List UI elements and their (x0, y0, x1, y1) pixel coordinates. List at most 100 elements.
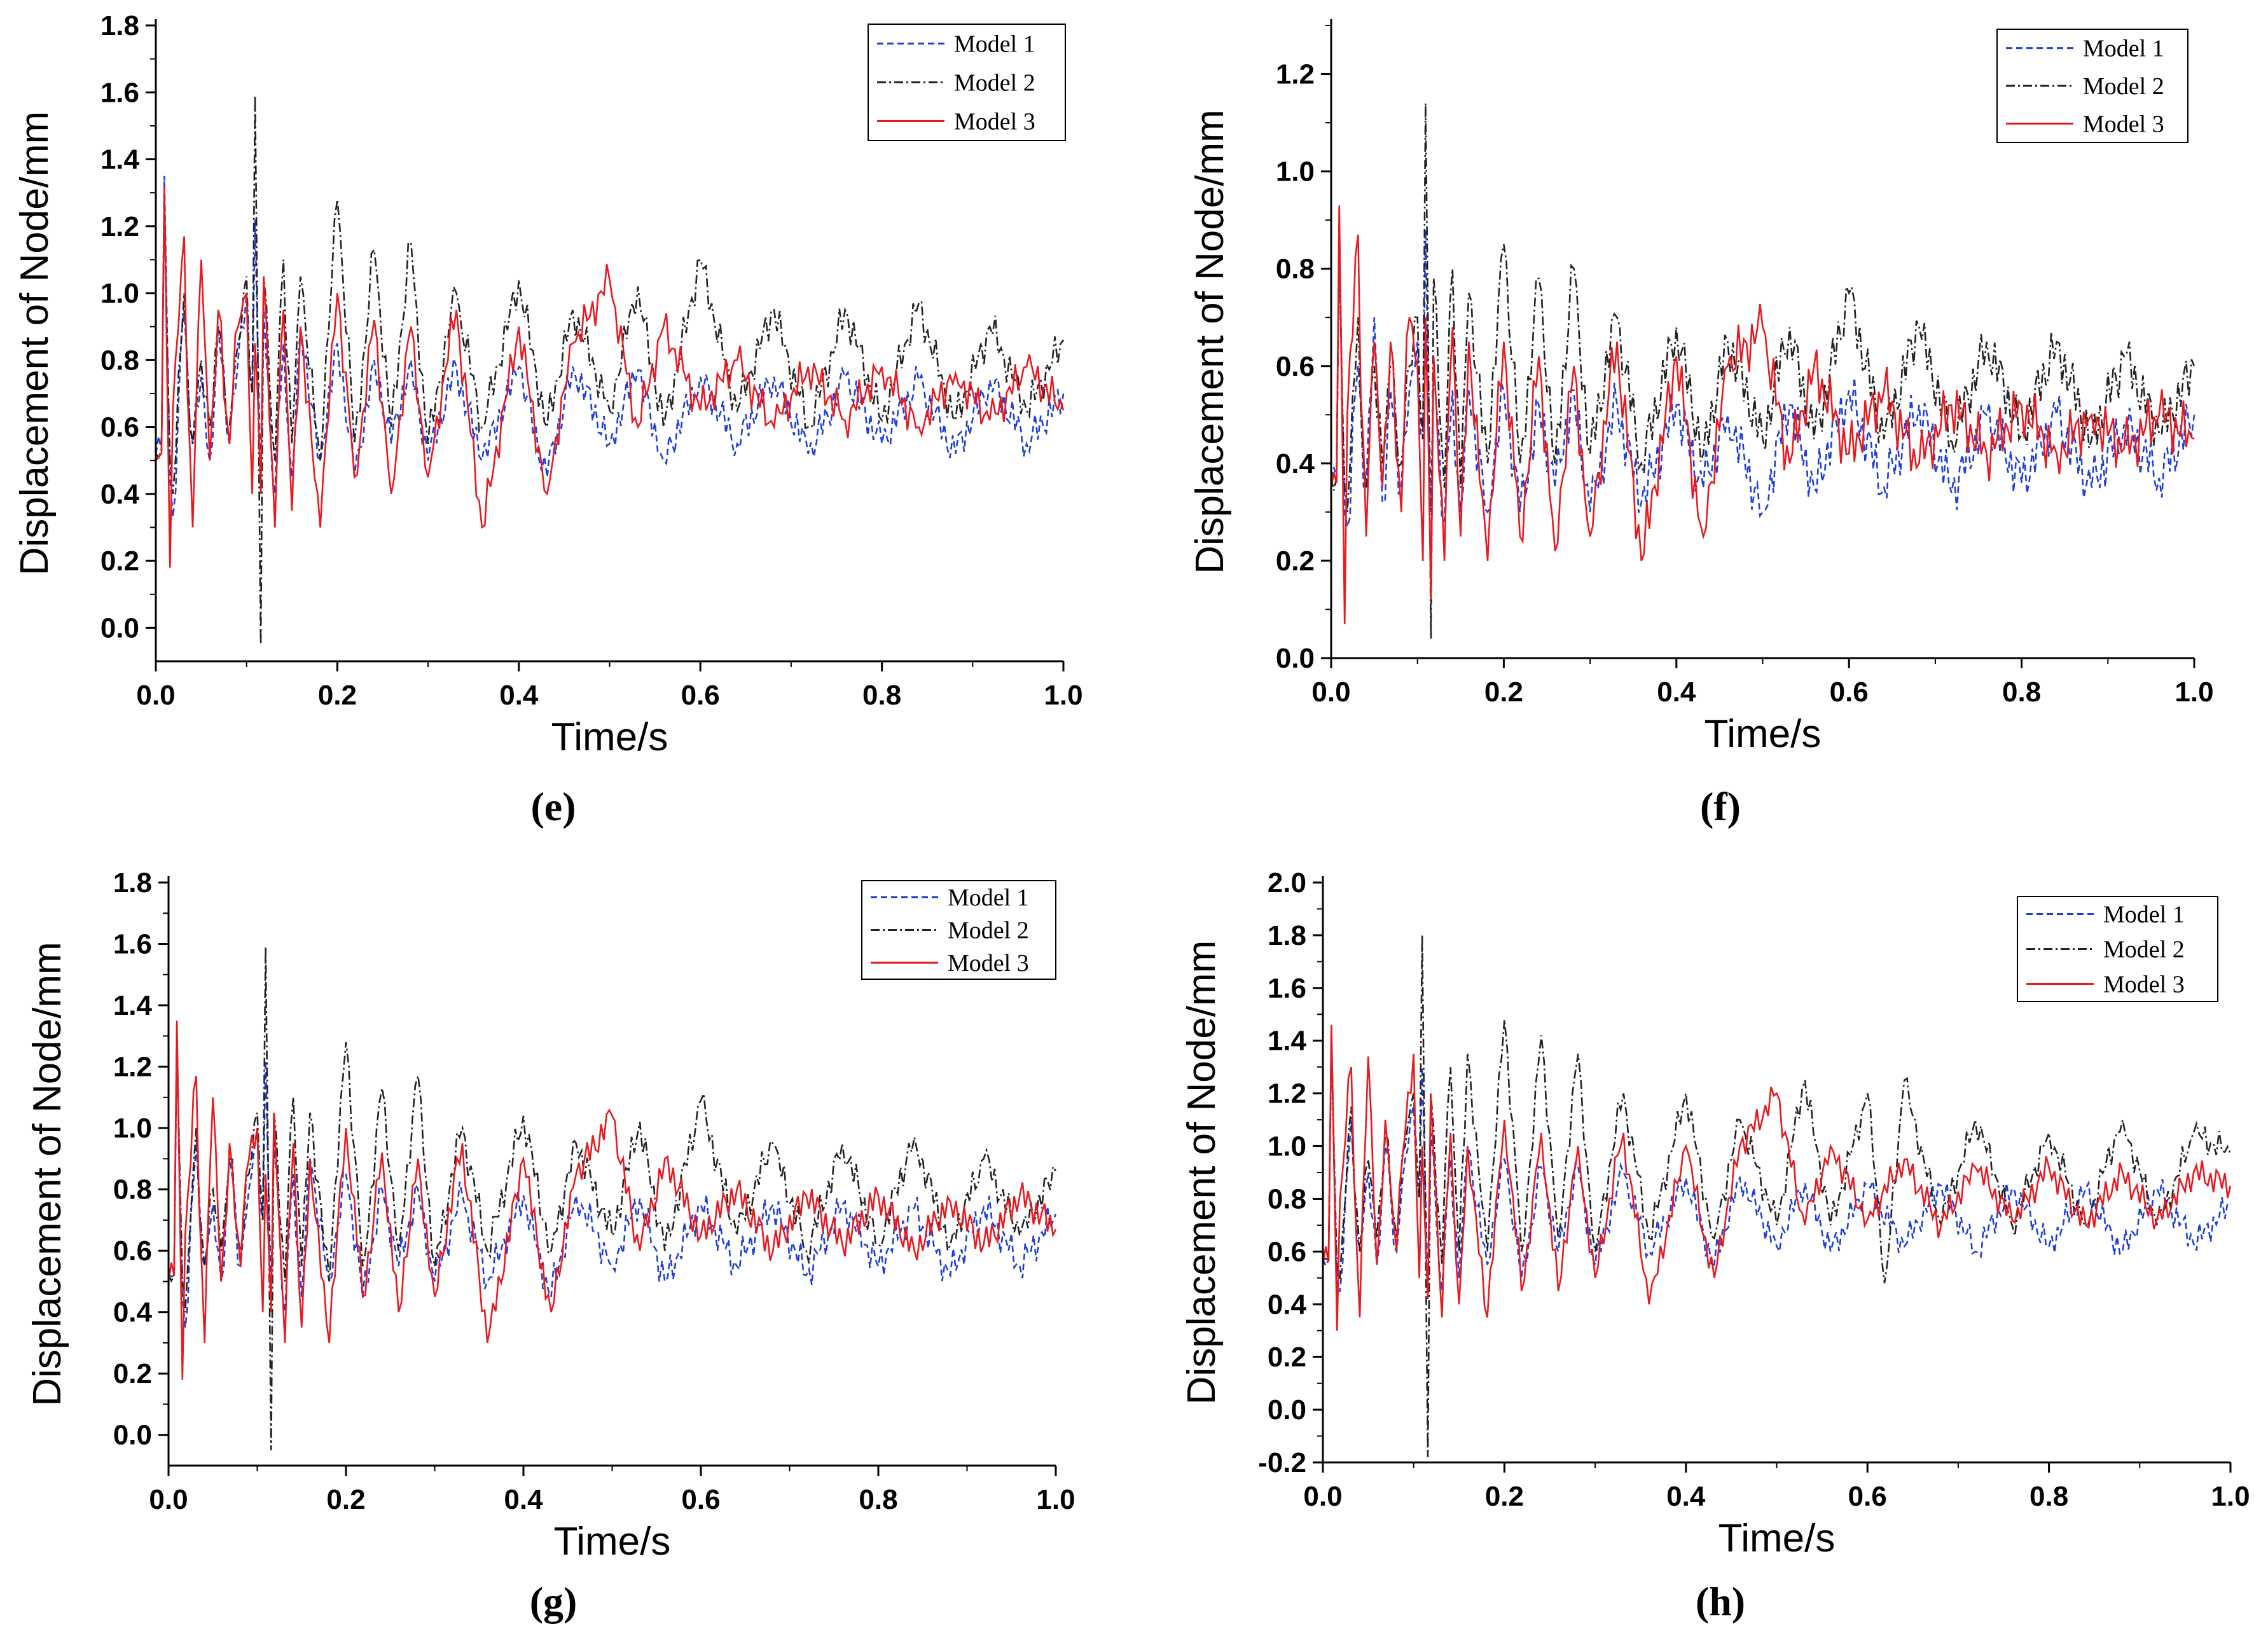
series-line-3 (167, 1021, 1057, 1380)
y-tick-label: 1.0 (1268, 1131, 1306, 1162)
y-tick-label: -0.2 (1258, 1447, 1306, 1478)
series-line-2 (1330, 103, 2195, 639)
x-tick-label: 0.0 (1311, 677, 1350, 708)
x-tick-label: 0.8 (862, 680, 901, 711)
y-tick-label: 1.4 (1268, 1026, 1307, 1057)
y-tick-label: 0.6 (100, 412, 139, 443)
series-line-1 (168, 1026, 1057, 1328)
y-tick-label: 2.0 (1268, 867, 1306, 898)
x-tick-label: 0.6 (681, 680, 720, 711)
y-tick-label: 1.4 (100, 144, 140, 175)
y-tick-label: 0.2 (1268, 1342, 1306, 1373)
y-axis-title: Displacement of Node/mm (1188, 109, 1232, 574)
x-tick-label: 0.0 (149, 1484, 188, 1515)
y-tick-label: 0.0 (113, 1420, 152, 1451)
y-tick-label: 0.4 (113, 1297, 153, 1328)
x-axis-title: Time/s (554, 1520, 671, 1564)
y-tick-label: 0.8 (1276, 254, 1315, 285)
chart-panel-g: 0.0 0.2 0.4 0.6 0.8 1.0 0.0 0.2 0.4 0.6 0.8 1.0 1.2 1… (25, 867, 1075, 1624)
y-axis-title: Displacement of Node/mm (25, 942, 69, 1406)
y-tick-label: 1.2 (1268, 1078, 1306, 1110)
y-tick-label: 1.2 (113, 1052, 152, 1083)
x-tick-label: 0.2 (326, 1484, 365, 1515)
legend-label: Model 3 (954, 109, 1035, 135)
y-tick-label: 0.0 (1268, 1394, 1306, 1426)
x-tick-label: 0.0 (136, 680, 175, 711)
y-tick-label: 0.2 (100, 546, 139, 577)
y-tick-label: 0.0 (100, 612, 139, 643)
y-tick-label: 1.6 (113, 929, 152, 960)
y-tick-label: 1.2 (1276, 59, 1315, 90)
x-tick-label: 0.8 (859, 1484, 897, 1515)
series-line-2 (1322, 935, 2232, 1457)
x-tick-label: 0.8 (2029, 1481, 2068, 1512)
x-tick-label: 0.2 (1485, 1481, 1524, 1512)
chart-panel-h: 0.0 0.2 0.4 0.6 0.8 1.0-0.20.00.20.40.60.81.0… (1180, 867, 2250, 1624)
legend-label: Model 2 (2103, 937, 2185, 963)
panel-caption: (g) (530, 1579, 577, 1624)
y-tick-label: 1.8 (100, 10, 139, 41)
x-tick-label: 1.0 (2175, 677, 2213, 708)
legend-label: Model 2 (954, 70, 1035, 97)
y-tick-label: 0.6 (1268, 1236, 1306, 1267)
series-line-2 (167, 947, 1057, 1450)
y-tick-label: 1.6 (1268, 973, 1306, 1004)
x-tick-label: 0.4 (1657, 677, 1696, 708)
series-line-3 (1330, 205, 2195, 624)
y-tick-label: 0.4 (1268, 1289, 1307, 1320)
legend-label: Model 2 (2083, 73, 2164, 100)
x-tick-label: 0.2 (1484, 677, 1523, 708)
y-tick-label: 0.2 (113, 1358, 152, 1389)
y-axis-title: Displacement of Node/mm (1180, 940, 1224, 1405)
legend: Model 1 Model 2 Model 3 (868, 24, 1066, 141)
legend-label: Model 1 (954, 31, 1035, 58)
y-tick-label: 1.2 (100, 211, 139, 242)
x-tick-label: 0.6 (1848, 1481, 1887, 1512)
x-tick-label: 0.4 (504, 1484, 543, 1515)
legend: Model 1 Model 2 Model 3 (2017, 896, 2218, 1002)
legend: Model 1 Model 2 Model 3 (861, 880, 1056, 980)
legend-label: Model 1 (2103, 902, 2185, 928)
series-line-2 (155, 95, 1065, 645)
y-tick-label: 0.8 (113, 1174, 152, 1206)
legend-label: Model 3 (948, 950, 1029, 977)
x-tick-label: 1.0 (2211, 1481, 2250, 1512)
x-axis-title: Time/s (1718, 1516, 1836, 1560)
y-tick-label: 0.4 (1276, 448, 1315, 479)
legend-label: Model 1 (948, 884, 1029, 911)
y-tick-label: 0.8 (1268, 1183, 1306, 1214)
chart-panel-e: 0.0 0.2 0.4 0.6 0.8 1.0 0.0 0.2 0.4 0.6 0.8 1.0 1.2 1… (13, 10, 1083, 829)
x-tick-label: 0.6 (681, 1484, 720, 1515)
y-tick-label: 0.0 (1276, 643, 1315, 674)
legend-label: Model 3 (2083, 111, 2164, 137)
y-tick-label: 1.0 (1276, 156, 1315, 188)
y-tick-label: 1.4 (113, 990, 153, 1021)
series-line-3 (1322, 1024, 2232, 1331)
series-line-1 (155, 175, 1065, 518)
y-tick-label: 0.8 (100, 345, 139, 376)
x-tick-label: 0.6 (1830, 677, 1869, 708)
legend-label: Model 2 (948, 918, 1029, 944)
legend: Model 1 Model 2 Model 3 (1996, 29, 2188, 143)
y-tick-label: 1.8 (1268, 920, 1306, 951)
chart-panel-f: 0.0 0.2 0.4 0.6 0.8 1.0 0.0 0.2 0.4 0.6 0.8 1.0 1.2 T… (1188, 19, 2214, 829)
x-tick-label: 0.2 (318, 680, 357, 711)
legend-label: Model 1 (2083, 36, 2164, 62)
x-tick-label: 0.8 (2002, 677, 2041, 708)
y-tick-label: 0.4 (100, 479, 140, 510)
y-tick-label: 0.2 (1276, 546, 1315, 577)
y-tick-label: 1.6 (100, 77, 139, 108)
panel-caption: (e) (530, 784, 576, 829)
panel-caption: (h) (1696, 1579, 1745, 1624)
x-axis-title: Time/s (551, 715, 668, 759)
x-tick-label: 0.4 (1666, 1481, 1706, 1512)
x-tick-label: 1.0 (1044, 680, 1082, 711)
series-line-1 (1330, 220, 2195, 527)
y-tick-label: 0.6 (113, 1235, 152, 1267)
y-tick-label: 1.8 (113, 867, 152, 898)
x-axis-title: Time/s (1704, 712, 1822, 756)
series-line-1 (1322, 1027, 2231, 1292)
x-tick-label: 0.4 (499, 680, 539, 711)
y-axis-title: Displacement of Node/mm (13, 111, 57, 576)
